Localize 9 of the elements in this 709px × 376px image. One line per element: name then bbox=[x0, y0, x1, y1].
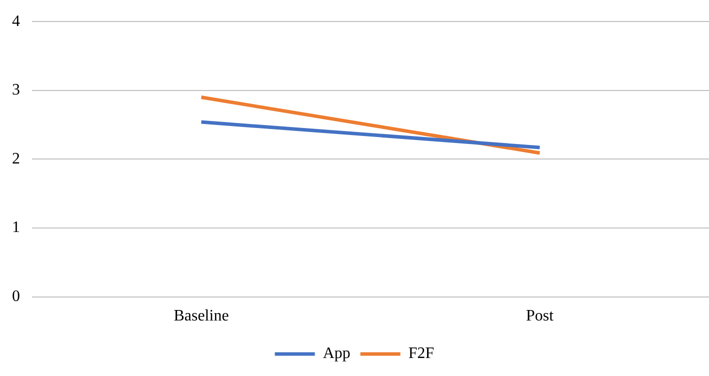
legend-label: App bbox=[322, 345, 350, 362]
y-tick-label: 4 bbox=[12, 12, 20, 30]
y-tick-label: 1 bbox=[12, 219, 20, 236]
y-tick-label: 2 bbox=[12, 150, 20, 168]
y-tick-label: 3 bbox=[12, 82, 20, 99]
x-tick-label: Baseline bbox=[174, 308, 229, 325]
legend-label: F2F bbox=[408, 345, 434, 362]
y-tick-label: 0 bbox=[12, 288, 20, 306]
x-tick-label: Post bbox=[526, 308, 554, 325]
